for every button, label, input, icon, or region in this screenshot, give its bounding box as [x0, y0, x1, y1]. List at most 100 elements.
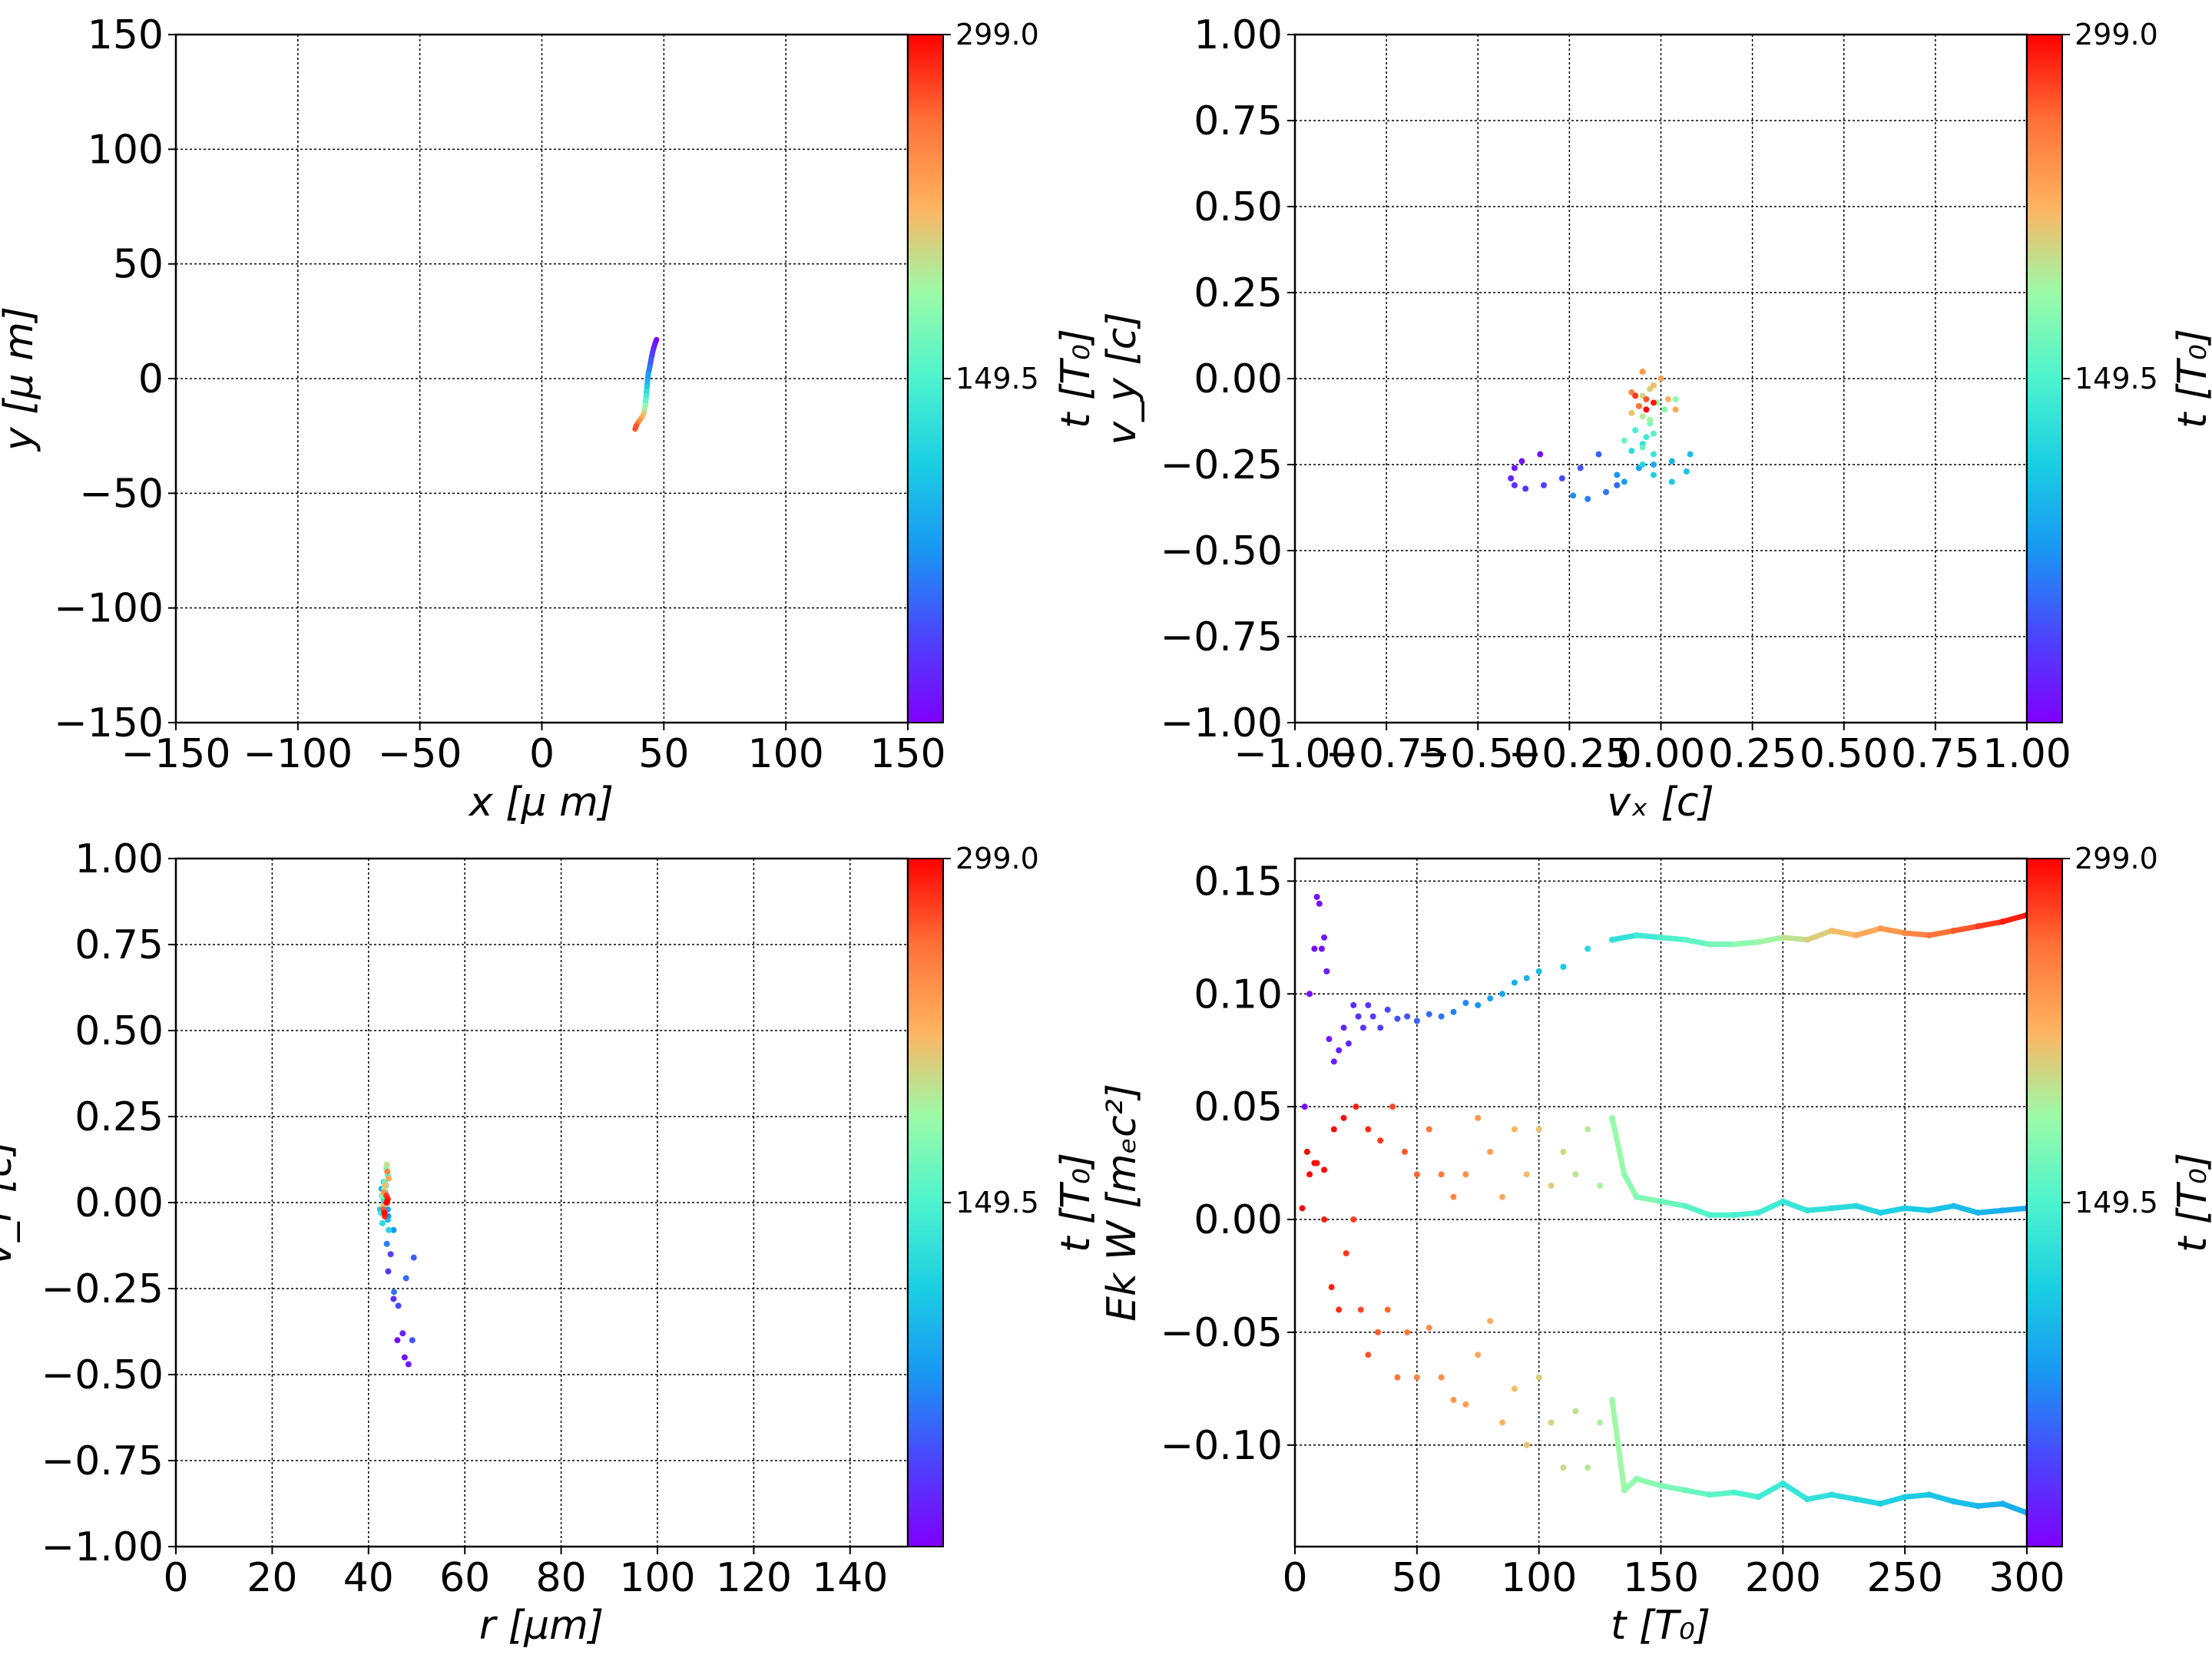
- yticks-vxvy: 1.00 0.75 0.50 0.25 0.00 −0.25 −0.50 −0.75 −1.00: [1161, 12, 1295, 746]
- ytick-label: 0.50: [1194, 184, 1283, 230]
- data-point: [387, 1251, 394, 1258]
- ytick-label: −150: [54, 700, 164, 746]
- colorbar-vxvy-label-max: 299.0: [2075, 18, 2158, 51]
- data-segment: [1707, 1489, 1737, 1497]
- ytick-label: 0.75: [75, 922, 164, 968]
- data-segment: [1756, 935, 1786, 945]
- data-point: [1548, 1419, 1555, 1426]
- data-segment: [1829, 1203, 1859, 1211]
- data-point: [1413, 1017, 1420, 1024]
- colorbar-energy-bar: [2026, 858, 2063, 1547]
- data-point: [410, 1254, 417, 1261]
- data-point: [1522, 485, 1529, 492]
- data-segment: [1902, 930, 1932, 938]
- colorbar-xy-label-mid: 149.5: [955, 362, 1039, 395]
- cbar-side-label-energy: t [T₀]: [1053, 1153, 1099, 1252]
- data-point: [1462, 1000, 1469, 1007]
- data-point: [1316, 900, 1323, 907]
- data-point: [1628, 448, 1635, 455]
- ylabel-vxvy: v_y [c]: [1099, 312, 1145, 445]
- data-segment: [1877, 1494, 1908, 1507]
- data-point: [1603, 488, 1610, 495]
- data-point: [1323, 968, 1330, 974]
- data-point: [1426, 1126, 1432, 1133]
- data-point: [1577, 465, 1584, 472]
- data-point: [382, 1182, 389, 1189]
- data-point: [1650, 399, 1657, 406]
- xticks-xy: −150 −100 −50 0 50 100 150: [121, 723, 946, 777]
- data-point: [1639, 444, 1646, 451]
- data-point: [1548, 1182, 1555, 1189]
- data-point: [1518, 458, 1525, 465]
- colorbar-rvr: 299.0 149.5 t [T₀]: [907, 842, 1099, 1547]
- colorbar-xy-bar: [907, 34, 944, 723]
- xtick-label: 150: [1623, 1555, 1699, 1601]
- data-point: [1643, 434, 1650, 441]
- data-point: [1508, 475, 1515, 481]
- ytick-label: −50: [79, 471, 164, 517]
- yticks-rvr: 1.00 0.75 0.50 0.25 0.00 −0.25 −0.50 −0.75 −1.00: [41, 836, 176, 1570]
- data-segment: [1634, 1476, 1664, 1489]
- data-point: [1487, 995, 1494, 1002]
- data-point: [1650, 430, 1657, 437]
- data-point: [1389, 1104, 1396, 1110]
- ytick-label: 0.25: [1194, 270, 1283, 316]
- data-point: [1303, 1148, 1310, 1155]
- data-segment: [1975, 918, 2005, 929]
- data-point: [1355, 1013, 1362, 1020]
- data-point: [383, 1161, 390, 1168]
- data-point: [1643, 406, 1650, 413]
- data-point: [1650, 451, 1657, 458]
- data-point: [1475, 1114, 1482, 1121]
- data-point: [1639, 369, 1646, 376]
- data-point: [401, 1354, 408, 1361]
- data-segment: [1853, 1496, 1883, 1507]
- data-point: [1535, 1126, 1542, 1133]
- data-point: [1401, 1148, 1408, 1155]
- xtick-label: 120: [716, 1555, 792, 1601]
- data-segment: [1926, 1203, 1957, 1213]
- data-point: [1683, 468, 1690, 475]
- xtick-label: 100: [748, 731, 824, 777]
- xlabel-rvr: r [μm]: [479, 1603, 604, 1649]
- xtick-label: −100: [243, 731, 353, 777]
- xtick-label: 40: [343, 1555, 394, 1601]
- data-point: [1313, 893, 1320, 900]
- colorbar-vxvy-label-mid: 149.5: [2075, 362, 2158, 395]
- grid-rvr: [175, 858, 908, 1547]
- data-point: [1340, 1114, 1347, 1121]
- xtick-label: 80: [535, 1555, 586, 1601]
- data-point: [384, 1168, 391, 1175]
- data-point: [1394, 1374, 1401, 1381]
- data-point: [1299, 1205, 1306, 1212]
- data-point: [1668, 458, 1675, 465]
- data-point: [1306, 991, 1313, 998]
- data-point: [1321, 1216, 1328, 1223]
- colorbar-vxvy-bar: [2026, 34, 2063, 723]
- data-segment: [1658, 935, 1688, 943]
- ytick-label: 100: [88, 127, 164, 173]
- colorbar-energy: 299.0 149.5 t [T₀]: [2026, 842, 2212, 1547]
- data-segment: [1951, 1498, 1981, 1509]
- data-segment: [1975, 1501, 2005, 1509]
- data-point: [1353, 1104, 1359, 1110]
- data-point: [1326, 1036, 1333, 1043]
- data-point: [1413, 1171, 1420, 1178]
- data-segment: [1780, 1199, 1810, 1213]
- yticks-energy: 0.15 0.10 0.05 0.00 −0.05 −0.10: [1161, 859, 1295, 1469]
- ytick-label: −0.25: [41, 1266, 164, 1312]
- data-point: [390, 1295, 397, 1302]
- ytick-label: 0.00: [75, 1180, 164, 1226]
- ytick-label: −0.50: [41, 1352, 164, 1398]
- data-point: [1572, 1171, 1579, 1178]
- data-segment: [1975, 1207, 2005, 1216]
- data-segment: [1780, 1481, 1810, 1502]
- data-point: [1350, 1001, 1357, 1008]
- data-segment: [1999, 1501, 2030, 1516]
- ytick-label: −0.75: [41, 1438, 164, 1484]
- data-point: [1570, 492, 1577, 499]
- data-segment: [1877, 925, 1908, 936]
- data-point: [1350, 1216, 1357, 1223]
- ytick-label: 0.50: [75, 1008, 164, 1054]
